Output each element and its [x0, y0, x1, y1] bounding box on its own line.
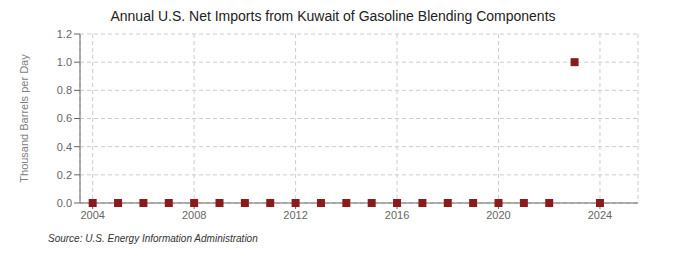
svg-text:2020: 2020: [486, 209, 510, 221]
svg-text:0.4: 0.4: [57, 141, 72, 153]
svg-text:0.6: 0.6: [57, 112, 72, 124]
svg-text:1.0: 1.0: [57, 56, 72, 68]
html-text:Annual U.S. Net Imports from K: Annual U.S. Net Imports from Kuwait of G…: [110, 8, 556, 24]
svg-text:Thousand Barrels per Day: Thousand Barrels per Day: [18, 54, 30, 183]
svg-text:0.8: 0.8: [57, 84, 72, 96]
svg-text:2012: 2012: [283, 209, 307, 221]
svg-text:1.2: 1.2: [57, 28, 72, 40]
html-text:Source: U.S. Energy Informatio: Source: U.S. Energy Information Administ…: [48, 233, 258, 244]
svg-text:2008: 2008: [182, 209, 206, 221]
svg-text:0.0: 0.0: [57, 197, 72, 209]
svg-text:2004: 2004: [80, 209, 104, 221]
svg-text:0.2: 0.2: [57, 169, 72, 181]
svg-text:2016: 2016: [385, 209, 409, 221]
svg-text:2024: 2024: [588, 209, 612, 221]
